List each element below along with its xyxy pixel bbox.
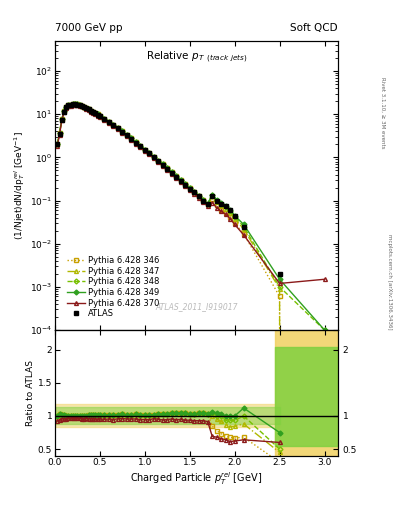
Pythia 6.428 346: [55, 141, 60, 147]
Text: ATLAS_2011_I919017: ATLAS_2011_I919017: [155, 303, 238, 311]
Line: Pythia 6.428 349: Pythia 6.428 349: [55, 102, 326, 332]
Line: Pythia 6.428 348: Pythia 6.428 348: [55, 102, 326, 332]
Text: Soft QCD: Soft QCD: [290, 23, 338, 33]
Pythia 6.428 346: [196, 193, 201, 199]
Pythia 6.428 349: [151, 154, 156, 160]
Pythia 6.428 349: [165, 165, 170, 171]
ATLAS: [71, 101, 75, 108]
Text: Relative $p_T$ $_{(track\ jets)}$: Relative $p_T$ $_{(track\ jets)}$: [146, 50, 247, 65]
Pythia 6.428 370: [151, 155, 156, 161]
ATLAS: [125, 132, 129, 138]
Pythia 6.428 347: [165, 165, 170, 171]
Pythia 6.428 370: [196, 195, 201, 201]
Pythia 6.428 346: [151, 154, 156, 160]
ATLAS: [64, 104, 69, 111]
Pythia 6.428 347: [71, 101, 75, 108]
ATLAS: [97, 113, 102, 119]
Pythia 6.428 346: [71, 101, 75, 108]
Pythia 6.428 348: [165, 165, 170, 171]
Pythia 6.428 370: [55, 143, 60, 149]
Line: Pythia 6.428 370: Pythia 6.428 370: [55, 103, 327, 285]
Pythia 6.428 349: [55, 141, 60, 147]
Legend: Pythia 6.428 346, Pythia 6.428 347, Pythia 6.428 348, Pythia 6.428 349, Pythia 6: Pythia 6.428 346, Pythia 6.428 347, Pyth…: [65, 254, 161, 320]
Pythia 6.428 370: [71, 102, 75, 108]
ATLAS: [165, 165, 170, 172]
X-axis label: Charged Particle $p_T^{rel}$ [GeV]: Charged Particle $p_T^{rel}$ [GeV]: [130, 470, 263, 487]
Pythia 6.428 349: [223, 203, 228, 209]
Pythia 6.428 347: [196, 193, 201, 199]
Pythia 6.428 370: [156, 159, 161, 165]
Line: ATLAS: ATLAS: [55, 102, 282, 276]
Pythia 6.428 348: [322, 327, 327, 333]
Pythia 6.428 348: [196, 193, 201, 199]
Pythia 6.428 370: [322, 276, 327, 282]
Pythia 6.428 346: [165, 165, 170, 171]
ATLAS: [277, 271, 282, 277]
Pythia 6.428 346: [88, 108, 93, 114]
Pythia 6.428 348: [71, 101, 75, 108]
Pythia 6.428 347: [156, 158, 161, 164]
Pythia 6.428 346: [156, 158, 161, 164]
Pythia 6.428 370: [277, 281, 282, 287]
Pythia 6.428 370: [165, 166, 170, 173]
Y-axis label: Ratio to ATLAS: Ratio to ATLAS: [26, 360, 35, 426]
Line: Pythia 6.428 346: Pythia 6.428 346: [55, 102, 327, 512]
Pythia 6.428 347: [88, 108, 93, 114]
Pythia 6.428 347: [55, 141, 60, 147]
Text: 7000 GeV pp: 7000 GeV pp: [55, 23, 123, 33]
Text: Rivet 3.1.10, ≥ 3M events: Rivet 3.1.10, ≥ 3M events: [381, 77, 386, 148]
ATLAS: [228, 206, 233, 212]
Pythia 6.428 348: [156, 158, 161, 164]
Pythia 6.428 349: [196, 193, 201, 199]
Pythia 6.428 349: [71, 101, 75, 108]
Pythia 6.428 347: [151, 154, 156, 160]
Line: Pythia 6.428 347: Pythia 6.428 347: [55, 102, 327, 512]
Pythia 6.428 346: [223, 210, 228, 216]
Pythia 6.428 348: [223, 204, 228, 210]
ATLAS: [55, 141, 60, 147]
Pythia 6.428 370: [88, 109, 93, 115]
Text: mcplots.cern.ch [arXiv:1306.3436]: mcplots.cern.ch [arXiv:1306.3436]: [387, 234, 391, 329]
Pythia 6.428 349: [88, 108, 93, 114]
Pythia 6.428 370: [169, 170, 174, 177]
Pythia 6.428 348: [88, 108, 93, 114]
Pythia 6.428 349: [322, 327, 327, 333]
Y-axis label: (1/Njet)dN/dp$_T^{rel}$ [GeV$^{-1}$]: (1/Njet)dN/dp$_T^{rel}$ [GeV$^{-1}$]: [12, 131, 27, 240]
ATLAS: [156, 158, 161, 164]
Pythia 6.428 348: [55, 141, 60, 147]
Pythia 6.428 349: [156, 158, 161, 164]
Pythia 6.428 347: [223, 205, 228, 211]
Pythia 6.428 348: [151, 154, 156, 160]
